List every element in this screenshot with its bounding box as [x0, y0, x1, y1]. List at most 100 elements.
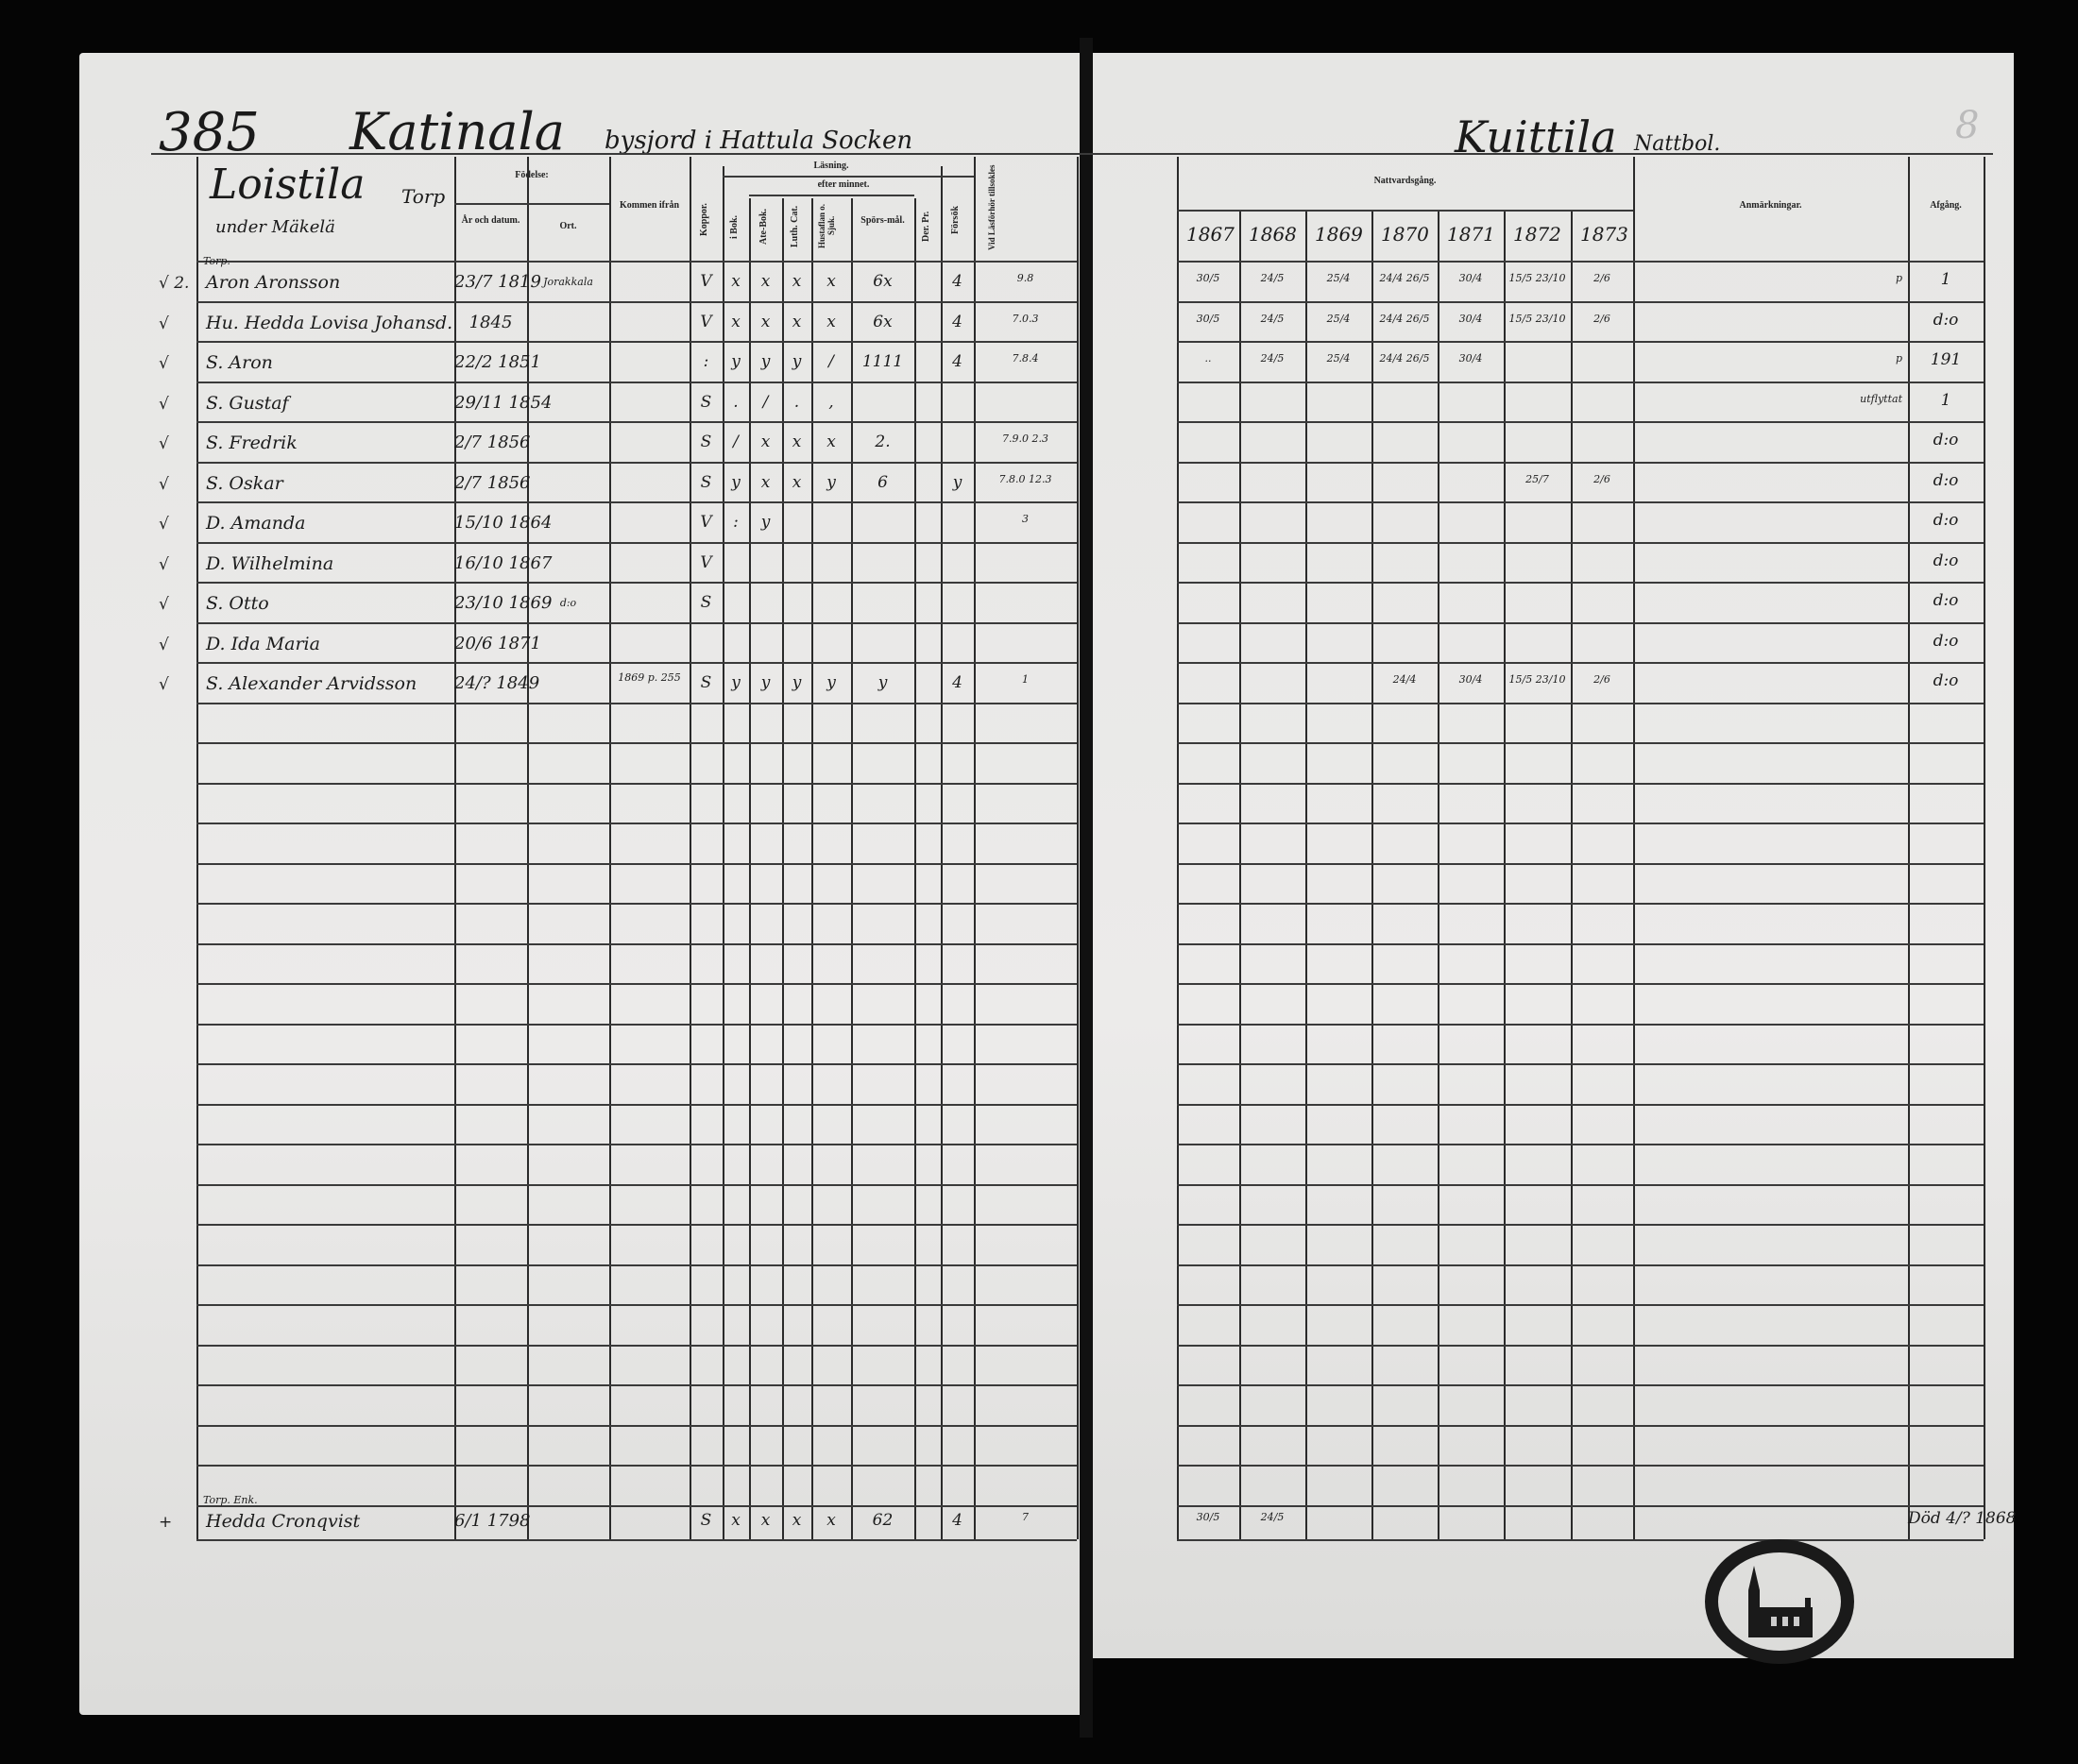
reading-hustaflan: y [826, 472, 836, 492]
communion-date: 15/5 23/10 [1508, 312, 1566, 325]
reading-sporsmal: 62 [872, 1511, 894, 1530]
right-row-line [1177, 421, 1984, 423]
left-row-line [196, 1144, 1077, 1145]
right-row-line [1177, 1504, 1984, 1507]
afgang-value: Död 4/? 1868 [1908, 1509, 2017, 1528]
afgang-value: d:o [1933, 591, 1959, 610]
left-row-line [196, 702, 1077, 704]
year-header: 1873 [1580, 223, 1628, 246]
communion-date: 30/5 [1196, 272, 1220, 284]
birth-place [527, 313, 609, 316]
reading-koppor: S [700, 673, 712, 692]
right-column-line [1438, 210, 1439, 1539]
right-row-line [1177, 1144, 1984, 1145]
afgang-value: 1 [1940, 270, 1951, 289]
left-bottom-rule [196, 1539, 1077, 1541]
reading-forsok: 4 [952, 272, 962, 291]
reading-koppor: S [700, 472, 712, 492]
year-header: 1871 [1447, 223, 1495, 246]
reading-koppor: V [700, 312, 712, 331]
reading-ate-bok: x [760, 1511, 771, 1530]
reading-luth-cat: y [792, 673, 802, 692]
person-name: S. Gustaf [206, 392, 289, 414]
birth-date: 29/11 1854 [454, 392, 553, 413]
birth-date: 20/6 1871 [454, 633, 541, 653]
reading-forsok: y [952, 472, 962, 492]
communion-date: 25/4 [1326, 352, 1351, 365]
right-row-line [1177, 942, 1984, 945]
check-mark: √ [159, 675, 169, 694]
left-column-line [811, 198, 813, 1539]
reading-hustaflan: x [826, 1511, 836, 1530]
reading-ate-bok: y [760, 352, 771, 371]
check-mark: √ [159, 434, 169, 453]
reading-koppor: S [700, 433, 712, 451]
person-name: S. Fredrik [206, 433, 298, 453]
check-mark: √ [159, 314, 169, 333]
left-page [79, 53, 1081, 1715]
left-column-line [749, 198, 751, 1539]
communion-date: 30/5 [1196, 1511, 1220, 1523]
right-row-line [1177, 1023, 1984, 1026]
reading-i-bok: x [731, 1511, 741, 1530]
right-row-line [1177, 381, 1984, 383]
person-name: Hu. Hedda Lovisa Johansd. [206, 312, 453, 333]
birth-place [527, 634, 609, 637]
left-row-line [196, 1183, 1077, 1186]
church-icon [1748, 1566, 1813, 1637]
reading-ate-bok: x [760, 312, 771, 331]
right-bottom-rule [1177, 1539, 1984, 1541]
left-row-line [196, 1384, 1077, 1386]
reading-vid: 7.8.4 [1012, 352, 1039, 365]
afgang-value: 1 [1940, 390, 1951, 410]
birth-place: Jorakkala [543, 276, 593, 288]
left-column-line [527, 203, 529, 1539]
header-vid-lasforhor: Vid Läsförhör tillsokles [987, 164, 996, 251]
left-row-line [196, 823, 1077, 824]
reading-hustaflan: y [826, 673, 836, 692]
left-row-line [196, 862, 1077, 865]
reading-vid: 7 [1022, 1511, 1029, 1523]
reading-vid: 9.8 [1016, 272, 1034, 284]
reading-hustaflan: x [826, 312, 836, 331]
check-mark: + [159, 1513, 173, 1532]
communion-date: 15/5 23/10 [1508, 272, 1566, 284]
reading-forsok: 4 [952, 673, 962, 692]
left-row-line [196, 782, 1077, 785]
row-title: Torp. [203, 255, 230, 267]
reading-ate-bok: x [760, 472, 771, 492]
reading-koppor: S [700, 1511, 712, 1530]
communion-date: 24/5 [1260, 312, 1285, 325]
reading-koppor: : [703, 352, 709, 371]
right-row-line [1177, 1384, 1984, 1386]
farm-type: Torp [401, 185, 446, 208]
check-mark: √ [159, 635, 169, 654]
left-row-line [196, 1063, 1077, 1065]
right-top-rule [1096, 153, 1993, 155]
left-row-line [196, 983, 1077, 985]
birth-place: d:o [559, 597, 577, 609]
left-column-line [454, 157, 456, 1539]
person-name: D. Ida Maria [206, 633, 320, 654]
communion-date: 24/5 [1260, 1511, 1285, 1523]
header-kommen: Kommen ifrån [619, 200, 680, 211]
right-column-line [1633, 157, 1635, 1539]
reading-koppor: S [700, 392, 712, 412]
check-mark: √ [159, 595, 169, 614]
year-header: 1870 [1381, 223, 1429, 246]
remark: utflyttat [1860, 392, 1902, 405]
right-row-line [1177, 1063, 1984, 1065]
reading-sporsmal: 6 [877, 472, 888, 492]
right-row-line [1177, 1344, 1984, 1347]
left-column-line [196, 157, 198, 1539]
reading-luth-cat: x [792, 312, 802, 331]
afgang-value: d:o [1933, 551, 1959, 570]
fodelse-divider [454, 203, 609, 205]
reading-luth-cat: y [792, 352, 802, 371]
header-lasning: Läsning. [813, 161, 849, 171]
communion-date: 30/4 [1458, 352, 1483, 365]
reading-i-bok: / [733, 433, 739, 451]
check-mark: √ [159, 394, 169, 414]
right-row-line [1177, 1465, 1984, 1467]
right-row-line [1177, 823, 1984, 824]
